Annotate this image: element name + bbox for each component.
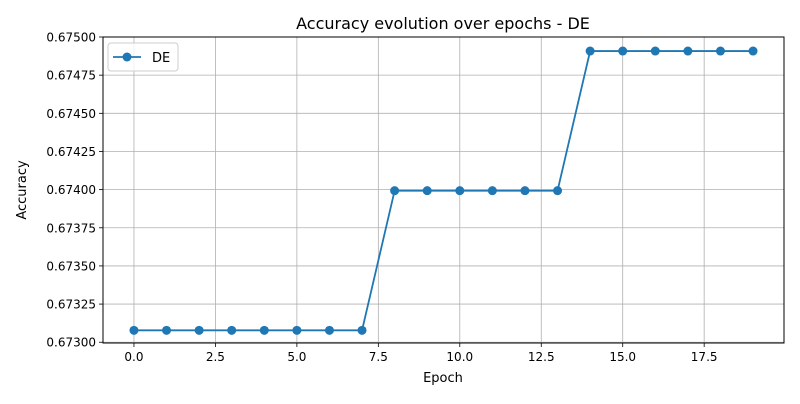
series-line-de (133, 50, 754, 332)
y-tick-label: 0.67425 (46, 145, 96, 159)
data-point (292, 325, 302, 335)
x-axis: 0.0 2.5 5.0 7.5 10.0 12.5 15.0 17.5 (124, 343, 718, 364)
data-point (748, 46, 758, 56)
x-tick-label: 2.5 (206, 350, 225, 364)
data-point (227, 325, 237, 335)
y-tick-label: 0.67450 (46, 107, 96, 121)
y-tick-label: 0.67325 (46, 298, 96, 312)
data-point (390, 186, 400, 196)
data-point (357, 325, 367, 335)
legend-marker-de (122, 52, 132, 62)
y-tick-label: 0.67500 (46, 31, 96, 45)
x-tick-label: 15.0 (609, 350, 636, 364)
x-tick-label: 7.5 (369, 350, 388, 364)
series-layer (129, 46, 758, 335)
y-tick-label: 0.67350 (46, 259, 96, 273)
grid (103, 36, 784, 343)
data-point (683, 46, 693, 56)
x-tick-label: 12.5 (528, 350, 555, 364)
data-point (520, 186, 530, 196)
y-axis-label: Accuracy (15, 160, 30, 220)
data-point (650, 46, 660, 56)
y-tick-label: 0.67375 (46, 221, 96, 235)
data-point (585, 46, 595, 56)
data-point (715, 46, 725, 56)
data-point (422, 186, 432, 196)
y-tick-label: 0.67300 (46, 336, 96, 350)
x-tick-label: 10.0 (446, 350, 473, 364)
data-point (455, 186, 465, 196)
data-point (129, 325, 139, 335)
legend-box (107, 42, 179, 72)
data-point (618, 46, 628, 56)
data-point (194, 325, 204, 335)
data-point (487, 186, 497, 196)
y-tick-label: 0.67475 (46, 69, 96, 83)
data-point (259, 325, 269, 335)
x-tick-label: 0.0 (124, 350, 143, 364)
data-point (162, 325, 172, 335)
x-tick-label: 17.5 (691, 350, 718, 364)
y-tick-label: 0.67400 (46, 183, 96, 197)
data-point (324, 325, 334, 335)
y-axis: 0.67300 0.67325 0.67350 0.67375 0.67400 0.674… (46, 31, 103, 350)
legend-label-de: DE (152, 51, 170, 66)
legend: DE (107, 42, 179, 72)
x-axis-label: Epoch (423, 371, 463, 386)
x-tick-label: 5.0 (287, 350, 306, 364)
data-point (553, 186, 563, 196)
chart-title: Accuracy evolution over epochs - DE (296, 14, 590, 33)
